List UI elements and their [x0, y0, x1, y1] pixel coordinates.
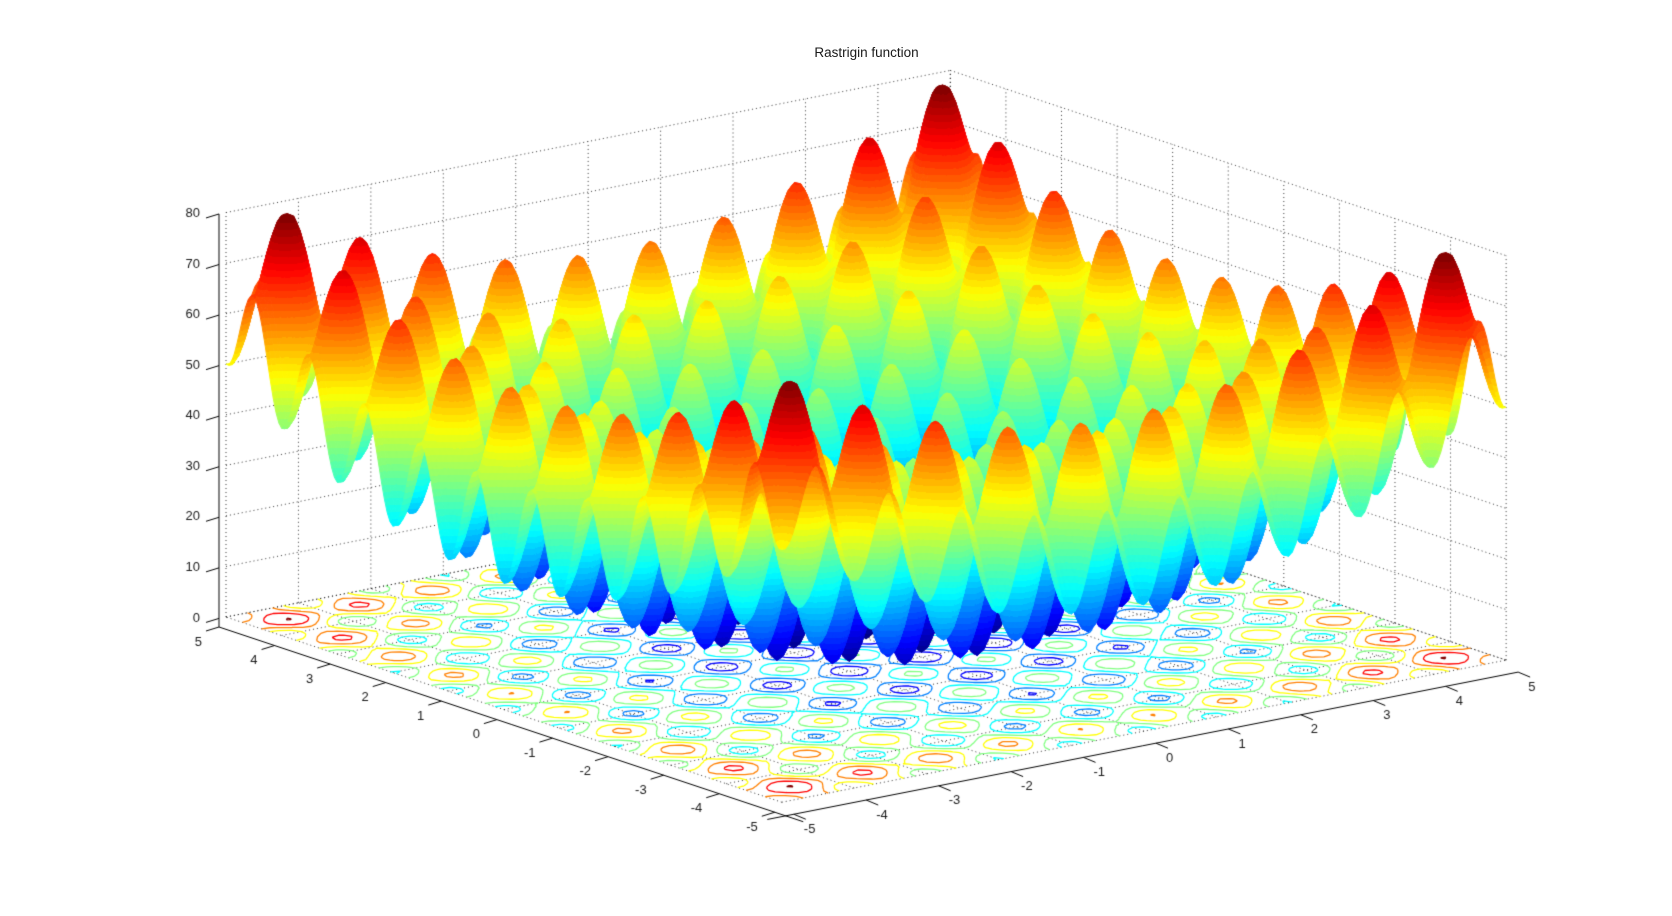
plot-title: Rastrigin function: [814, 45, 919, 60]
